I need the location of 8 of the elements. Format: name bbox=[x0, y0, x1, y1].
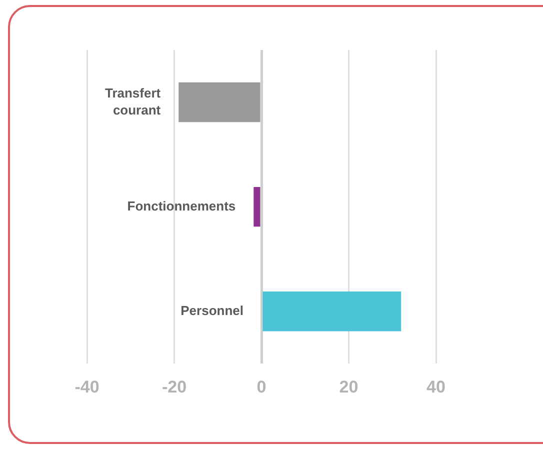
y-tick-label: Transfert courant bbox=[104, 85, 162, 118]
x-tick-label: 40 bbox=[426, 377, 446, 396]
y-tick-label: Fonctionnements bbox=[127, 198, 236, 214]
x-tick-label: 0 bbox=[256, 377, 266, 396]
x-tick-label: 20 bbox=[339, 377, 358, 396]
y-tick-label: Personnel bbox=[180, 302, 244, 318]
x-tick-label: -20 bbox=[162, 377, 187, 396]
x-tick-label: -40 bbox=[74, 377, 100, 396]
